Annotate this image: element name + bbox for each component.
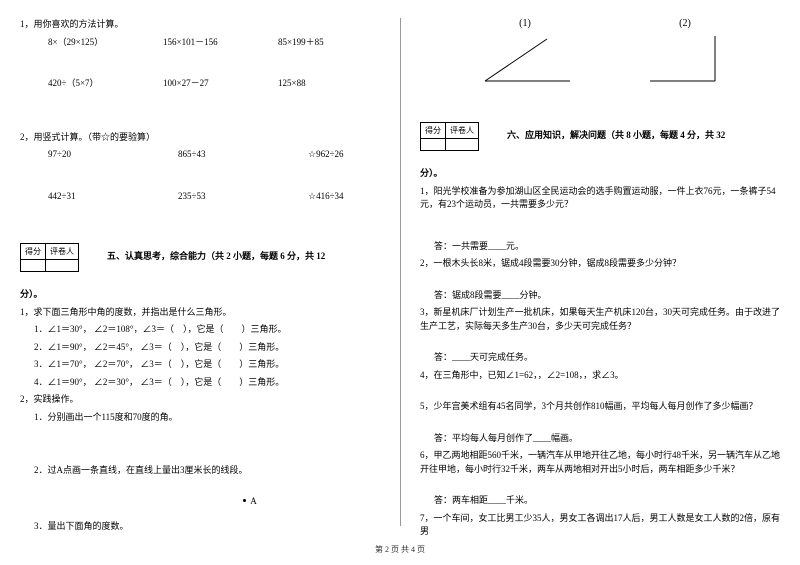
a5-text: 答：平均每人每月创作了____幅画。 <box>420 432 780 446</box>
score-cell <box>21 260 46 272</box>
section6-head: 得分 评卷人 六、应用知识，解决问题（共 8 小题，每题 4 分，共 32 <box>420 122 780 151</box>
expr: 8×（29×125） <box>48 36 163 50</box>
q1-row2: 420÷（5×7） 100×27－27 125×88 <box>20 77 380 91</box>
q3-text: 3，新星机床厂计划生产一批机床，如果每天生产机床120台，30天可完成任务。由于… <box>420 306 780 333</box>
a1-text: 答：一共需要____元。 <box>420 240 780 254</box>
section6-title: 六、应用知识，解决问题（共 8 小题，每题 4 分，共 32 <box>507 122 725 141</box>
a-label: A <box>250 496 257 506</box>
p1-l2: 2．∠1＝90°， ∠2＝45°， ∠3＝（ ），它是（ ）三角形。 <box>20 341 380 355</box>
fig1-label: (1) <box>475 18 575 29</box>
section5-title: 五、认真思考，综合能力（共 2 小题，每题 6 分，共 12 <box>107 243 325 262</box>
expr: 85×199＋85 <box>278 36 324 50</box>
p2-s3: 3．量出下面角的度数。 <box>20 520 380 534</box>
page-footer: 第 2 页 共 4 页 <box>0 544 800 555</box>
p2-title: 2，实践操作。 <box>20 393 380 407</box>
expr: 865÷43 <box>178 148 308 162</box>
figure-1: (1) <box>475 18 575 86</box>
score-box: 得分 评卷人 <box>20 243 79 272</box>
q5-text: 5，少年宫美术组有45名同学，3个月共创作810幅画，平均每人每月创作了多少幅画… <box>420 400 780 414</box>
expr: 156×101－156 <box>163 36 278 50</box>
marker-label: 评卷人 <box>446 123 479 139</box>
dot-icon <box>243 499 246 502</box>
p1-l3: 3．∠1＝70°， ∠2＝70°， ∠3＝（ ），它是（ ）三角形。 <box>20 358 380 372</box>
expr: ☆962÷26 <box>308 148 344 162</box>
score-box: 得分 评卷人 <box>420 122 479 151</box>
q7-text: 7，一个车间，女工比男工少35人，男女工各调出17人后，男工人数是女工人数的2倍… <box>420 512 780 539</box>
score-label: 得分 <box>21 244 46 260</box>
q2-row2: 442÷31 235÷53 ☆416÷34 <box>20 190 380 204</box>
angle-acute-icon <box>475 31 575 86</box>
figure-2: (2) <box>645 18 725 86</box>
left-column: 1，用你喜欢的方法计算。 8×（29×125） 156×101－156 85×1… <box>0 0 400 565</box>
section6-tail: 分）。 <box>420 167 780 181</box>
score-label: 得分 <box>421 123 446 139</box>
expr: 97÷20 <box>48 148 178 162</box>
a6-text: 答：两车相距____千米。 <box>420 494 780 508</box>
q1-title: 1，用你喜欢的方法计算。 <box>20 18 380 32</box>
q4-text: 4，在三角形中，已知∠1=62，，∠2=108，，求∠3。 <box>420 369 780 383</box>
p2-s2: 2．过A点画一条直线，在直线上量出3厘米长的线段。 <box>20 464 380 478</box>
q2-text: 2，一根木头长8米，锯成4段需要30分钟，锯成8段需要多少分钟？ <box>420 257 780 271</box>
p1-title: 1，求下面三角形中角的度数，并指出是什么三角形。 <box>20 306 380 320</box>
point-a: A <box>20 496 380 506</box>
q1-row1: 8×（29×125） 156×101－156 85×199＋85 <box>20 36 380 50</box>
a3-text: 答：____天可完成任务。 <box>420 351 780 365</box>
expr: 420÷（5×7） <box>48 77 163 91</box>
expr: ☆416÷34 <box>308 190 344 204</box>
marker-cell <box>446 139 479 151</box>
a2-text: 答：锯成8段需要____分钟。 <box>420 289 780 303</box>
p1-l4: 4．∠1＝90°， ∠2＝30°， ∠3＝（ ），它是（ ）三角形。 <box>20 376 380 390</box>
q6-text: 6，甲乙两地相距560千米，一辆汽车从甲地开往乙地，每小时行48千米，另一辆汽车… <box>420 449 780 476</box>
angle-right-icon <box>645 31 725 86</box>
expr: 235÷53 <box>178 190 308 204</box>
fig2-label: (2) <box>645 18 725 29</box>
expr: 100×27－27 <box>163 77 278 91</box>
expr: 125×88 <box>278 77 306 91</box>
q2-row1: 97÷20 865÷43 ☆962÷26 <box>20 148 380 162</box>
p2-s1: 1．分别画出一个115度和70度的角。 <box>20 411 380 425</box>
q1-text: 1，阳光学校准备为参加湖山区全民运动会的选手购置运动服，一件上衣76元，一条裤子… <box>420 185 780 212</box>
marker-cell <box>46 260 79 272</box>
right-column: (1) (2) 得分 评卷人 六、应用知识，解决问题（共 8 小题，每题 4 分… <box>400 0 800 565</box>
section5-head: 得分 评卷人 五、认真思考，综合能力（共 2 小题，每题 6 分，共 12 <box>20 243 380 272</box>
section5-tail: 分）。 <box>20 288 380 302</box>
score-cell <box>421 139 446 151</box>
figure-row: (1) (2) <box>420 18 780 86</box>
marker-label: 评卷人 <box>46 244 79 260</box>
p1-l1: 1．∠1＝30°， ∠2＝108°，∠3＝（ ），它是（ ）三角形。 <box>20 323 380 337</box>
q2-title: 2，用竖式计算。（带☆的要验算） <box>20 131 380 145</box>
expr: 442÷31 <box>48 190 178 204</box>
